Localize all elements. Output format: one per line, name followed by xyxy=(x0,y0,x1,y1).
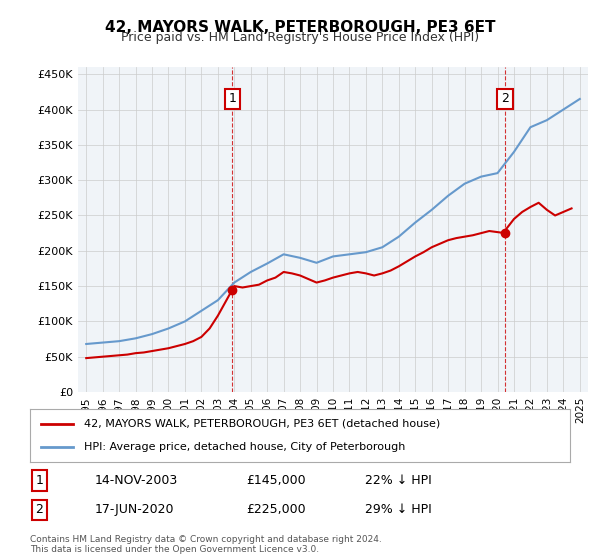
Text: Price paid vs. HM Land Registry's House Price Index (HPI): Price paid vs. HM Land Registry's House … xyxy=(121,31,479,44)
Text: 2: 2 xyxy=(501,92,509,105)
Text: HPI: Average price, detached house, City of Peterborough: HPI: Average price, detached house, City… xyxy=(84,442,406,452)
Text: 29% ↓ HPI: 29% ↓ HPI xyxy=(365,503,431,516)
Text: 17-JUN-2020: 17-JUN-2020 xyxy=(95,503,175,516)
Text: £225,000: £225,000 xyxy=(246,503,305,516)
Text: 1: 1 xyxy=(229,92,236,105)
Text: 1: 1 xyxy=(35,474,43,487)
Text: Contains HM Land Registry data © Crown copyright and database right 2024.
This d: Contains HM Land Registry data © Crown c… xyxy=(30,535,382,554)
Text: 42, MAYORS WALK, PETERBOROUGH, PE3 6ET: 42, MAYORS WALK, PETERBOROUGH, PE3 6ET xyxy=(105,20,495,35)
Text: 42, MAYORS WALK, PETERBOROUGH, PE3 6ET (detached house): 42, MAYORS WALK, PETERBOROUGH, PE3 6ET (… xyxy=(84,419,440,429)
Text: £145,000: £145,000 xyxy=(246,474,305,487)
Text: 14-NOV-2003: 14-NOV-2003 xyxy=(95,474,178,487)
Text: 22% ↓ HPI: 22% ↓ HPI xyxy=(365,474,431,487)
Text: 2: 2 xyxy=(35,503,43,516)
